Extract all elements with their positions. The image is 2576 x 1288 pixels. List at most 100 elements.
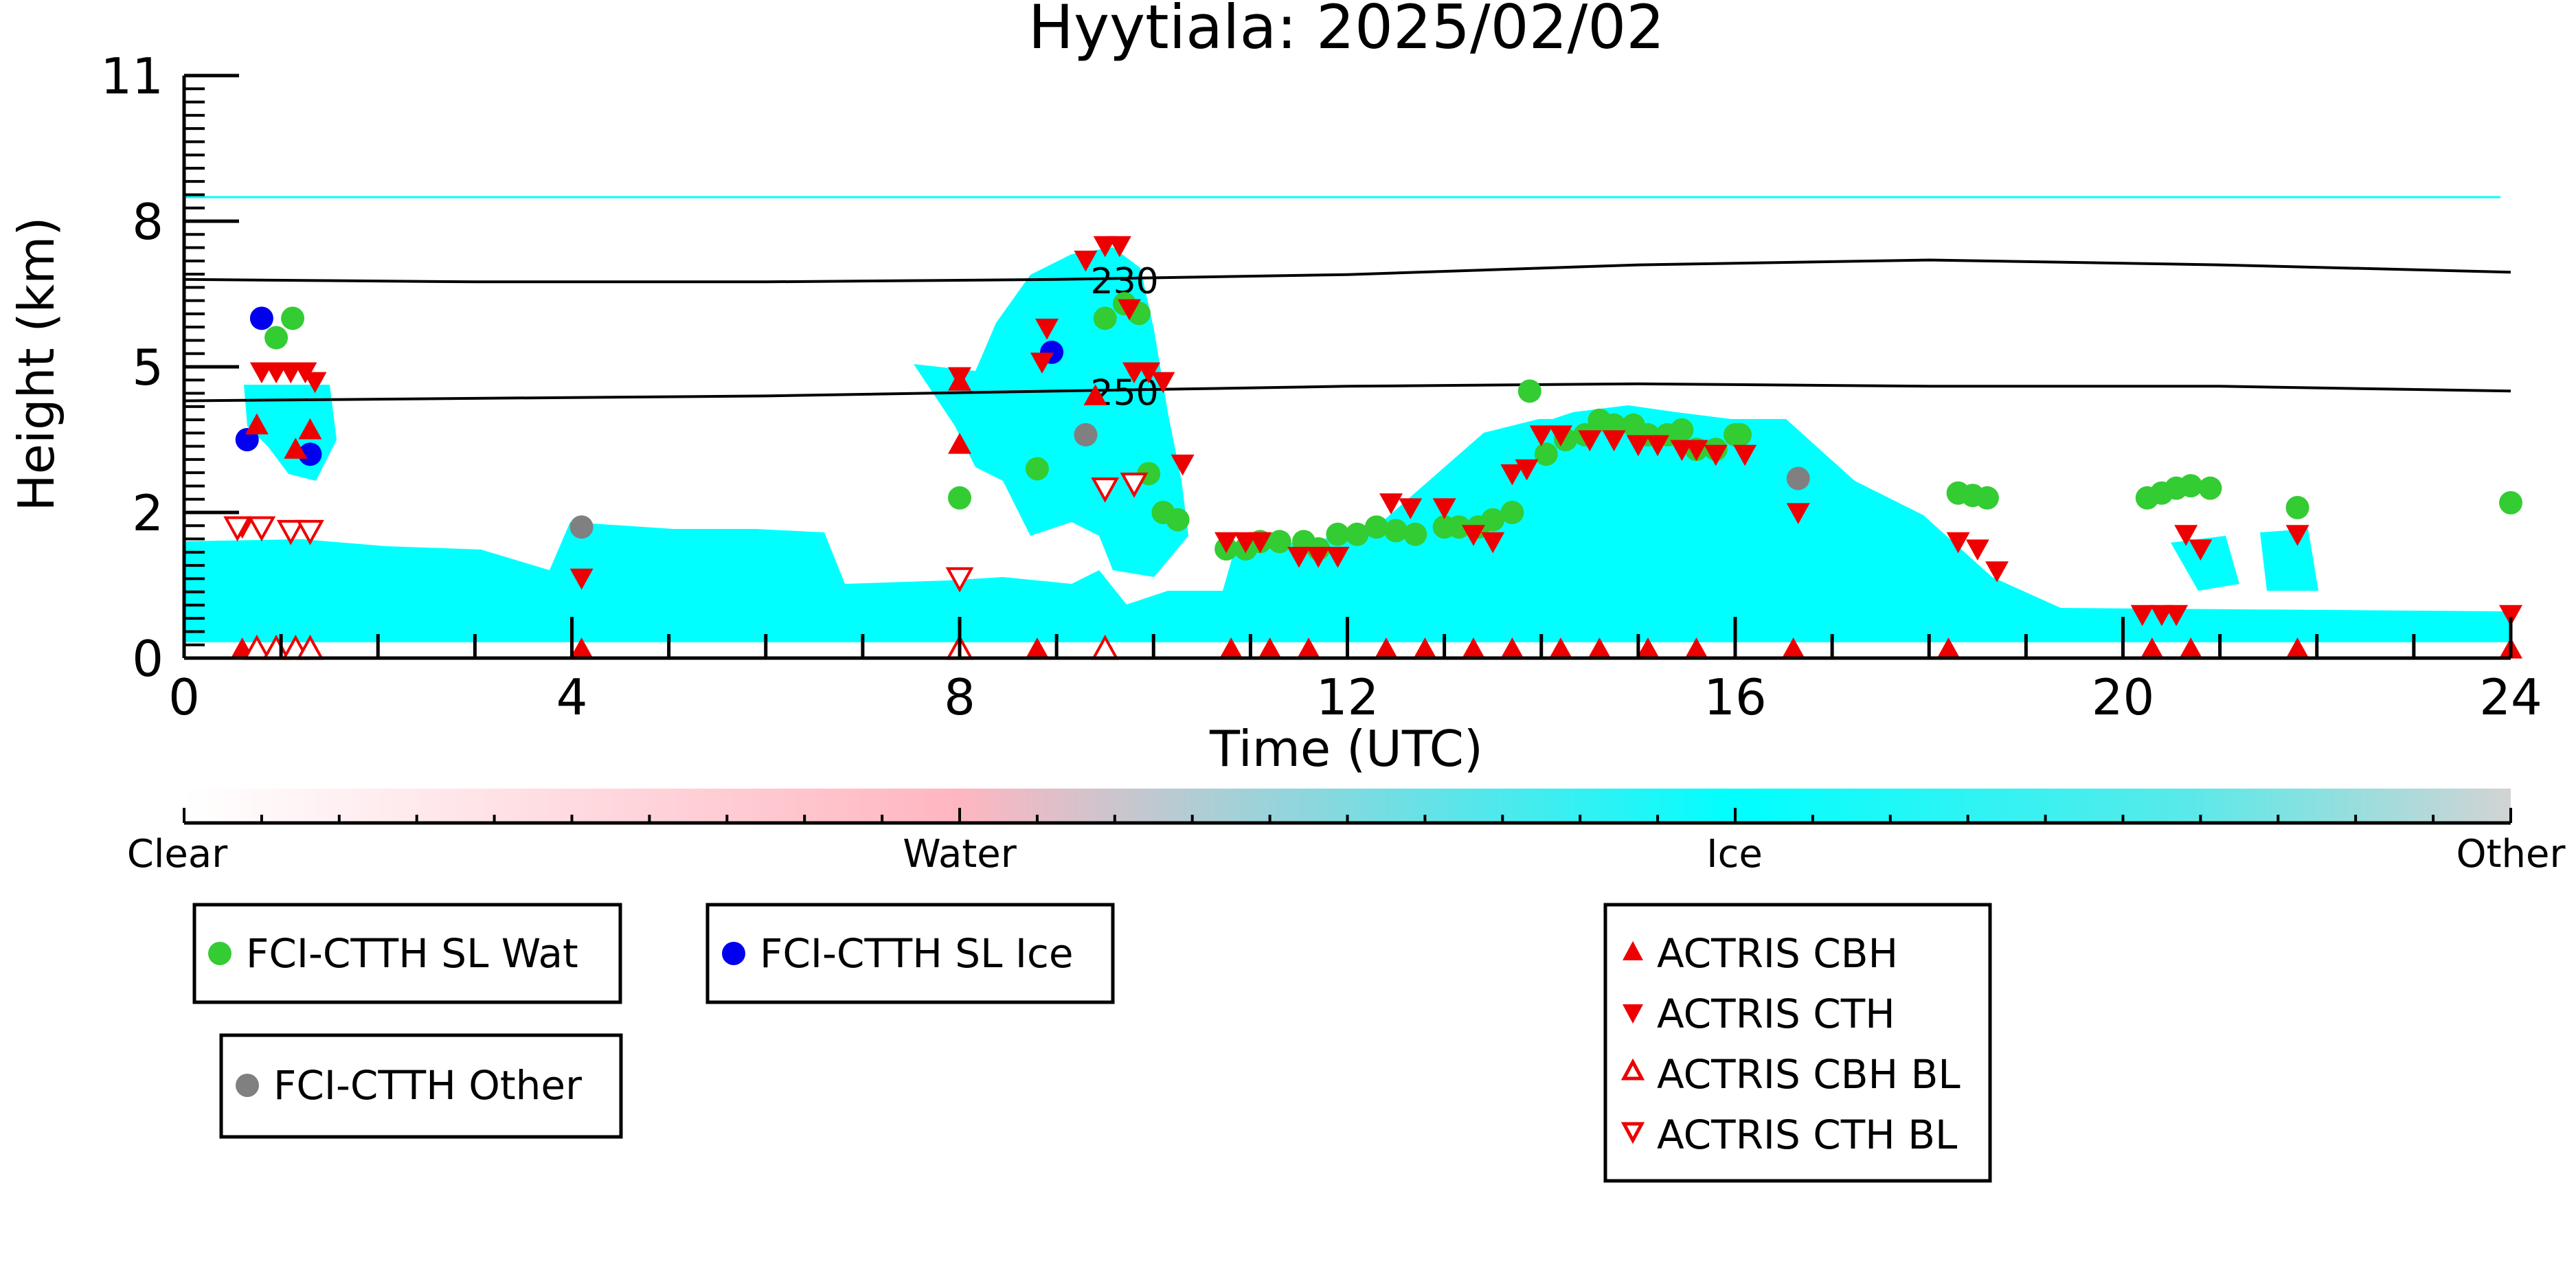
actris-cbh-point <box>245 413 269 435</box>
contour-line-230 <box>183 258 2511 284</box>
legend-actris: ACTRIS CBH ACTRIS CTH ACTRIS CBH BL ACTR… <box>1603 903 1992 1183</box>
ice-cloud-20h <box>2171 536 2239 591</box>
colorbar-label-water: Water <box>903 832 1017 877</box>
actris-cth-point <box>1946 532 1970 554</box>
actris-cbh-point <box>284 438 308 459</box>
y-axis-label: Height (km) <box>8 217 65 512</box>
actris-cth-point <box>1733 444 1757 466</box>
ice-cloud-9h <box>914 247 1188 577</box>
fci-ctth-other-point <box>1074 422 1098 447</box>
actris-cbh-point <box>569 637 594 659</box>
actris-cbh-point <box>2140 637 2164 659</box>
marker-layer <box>223 236 2522 660</box>
actris-cth-point <box>1107 236 1131 258</box>
actris-cth-point <box>1578 430 1602 451</box>
legend-actris-box <box>1603 903 1992 1183</box>
colorbar-ticks <box>183 808 2512 823</box>
actris-cth-point <box>1646 435 1670 457</box>
actris-cth-bl-point <box>945 567 974 593</box>
fci-ctth-sl-wat-point <box>1326 522 1350 546</box>
fci-ctth-sl-wat-point <box>2499 490 2522 515</box>
actris-cth-bl-point <box>1091 477 1120 503</box>
actris-cth-point <box>1684 440 1708 462</box>
y-tick-label: 8 <box>132 193 163 251</box>
fci-ctth-sl-wat-point <box>1025 457 1049 481</box>
legend-other-marker <box>236 1074 259 1097</box>
actris-cth-point <box>1602 430 1626 451</box>
fci-ctth-sl-wat-point <box>1728 422 1752 447</box>
legend-ice-label: FCI-CTTH SL Ice <box>760 930 1074 977</box>
legend-cbh-label: ACTRIS CBH <box>1657 930 1898 977</box>
legend-cth-label: ACTRIS CTH <box>1657 991 1895 1037</box>
actris-cbh-point <box>1500 637 1524 659</box>
legend-cth-marker <box>1623 1004 1643 1024</box>
x-tick-label: 12 <box>1316 668 1379 726</box>
legend-cth-bl-label: ACTRIS CTH BL <box>1657 1111 1957 1158</box>
actris-cth-point <box>1965 539 1989 561</box>
fci-ctth-sl-wat-point <box>1481 508 1505 532</box>
x-tick-label: 8 <box>944 668 975 726</box>
chart-title: Hyytiala: 2025/02/02 <box>1028 0 1664 63</box>
colorbar-label-ice: Ice <box>1706 832 1763 877</box>
fci-ctth-sl-wat-point <box>1500 501 1524 524</box>
legend-wat-label: FCI-CTTH SL Wat <box>246 930 578 977</box>
actris-cbh-point <box>1936 637 1961 659</box>
axes: 0 2 5 8 11 0 4 8 12 16 20 24 <box>100 47 2542 726</box>
actris-cbh-point <box>298 418 322 440</box>
actris-cth-bl-point <box>276 519 305 545</box>
colorbar: Clear Water Ice Other <box>127 789 2566 877</box>
actris-cth-point <box>1399 498 1423 519</box>
legend-cbh-bl-marker <box>1620 1058 1645 1081</box>
x-tick-label: 24 <box>2479 668 2542 726</box>
legend-cth-bl-marker <box>1620 1122 1645 1144</box>
fci-ctth-sl-wat-point <box>1975 486 1999 510</box>
legend-ice-marker <box>722 942 745 965</box>
actris-cbh-point <box>1025 637 1049 659</box>
actris-cth-point <box>303 372 327 394</box>
actris-cth-point <box>1326 547 1350 568</box>
y-tick-label: 5 <box>132 339 163 396</box>
x-tick-label: 20 <box>2092 668 2155 726</box>
actris-cth-point <box>1515 459 1539 481</box>
fci-ctth-sl-wat-point <box>1093 306 1117 330</box>
actris-cbh-point <box>1781 637 1805 659</box>
legend-wat-box <box>192 903 622 1004</box>
actris-cth-bl-point <box>1120 473 1149 498</box>
actris-cbh-point <box>1083 384 1107 405</box>
fci-ctth-sl-wat-point <box>2179 474 2203 498</box>
contour-line-250 <box>183 382 2511 403</box>
x-tick-label: 4 <box>556 668 588 726</box>
colorbar-label-other: Other <box>2456 832 2566 877</box>
actris-cbh-point <box>1258 637 1282 659</box>
actris-cth-point <box>1379 493 1403 515</box>
fci-ctth-sl-wat-point <box>1403 522 1427 546</box>
actris-cth-bl-point <box>296 519 324 545</box>
actris-cth-point <box>1074 250 1098 272</box>
actris-cth-bl-point <box>247 516 276 542</box>
actris-cth-point <box>2165 605 2189 626</box>
fci-ctth-sl-wat-point <box>1364 515 1388 539</box>
actris-cth-point <box>1035 318 1059 340</box>
actris-cth-point <box>2499 605 2522 626</box>
actris-cbh-point <box>1588 637 1612 659</box>
actris-cth-point <box>1985 561 2009 583</box>
legend-other-label: FCI-CTTH Other <box>273 1062 582 1109</box>
x-tick-label: 16 <box>1704 668 1767 726</box>
actris-cth-point <box>2189 539 2213 561</box>
fci-ctth-sl-wat-point <box>948 486 971 510</box>
actris-cth-point <box>1030 352 1054 374</box>
legend-ice: FCI-CTTH SL Ice <box>705 903 1115 1004</box>
fci-ctth-sl-ice-point <box>298 442 322 466</box>
actris-cbh-point <box>1297 637 1321 659</box>
actris-cth-point <box>2174 525 2198 546</box>
actris-cbh-point <box>1374 637 1398 659</box>
x-tick-label: 0 <box>168 668 200 726</box>
legend-wat: FCI-CTTH SL Wat <box>192 903 622 1004</box>
actris-cth-point <box>1171 454 1195 476</box>
legend-other-box <box>219 1033 623 1139</box>
actris-cbh-point <box>1636 637 1660 659</box>
actris-cbh-point <box>1413 637 1437 659</box>
actris-cbh-point <box>948 433 971 454</box>
actris-cbh-point <box>1219 637 1243 659</box>
